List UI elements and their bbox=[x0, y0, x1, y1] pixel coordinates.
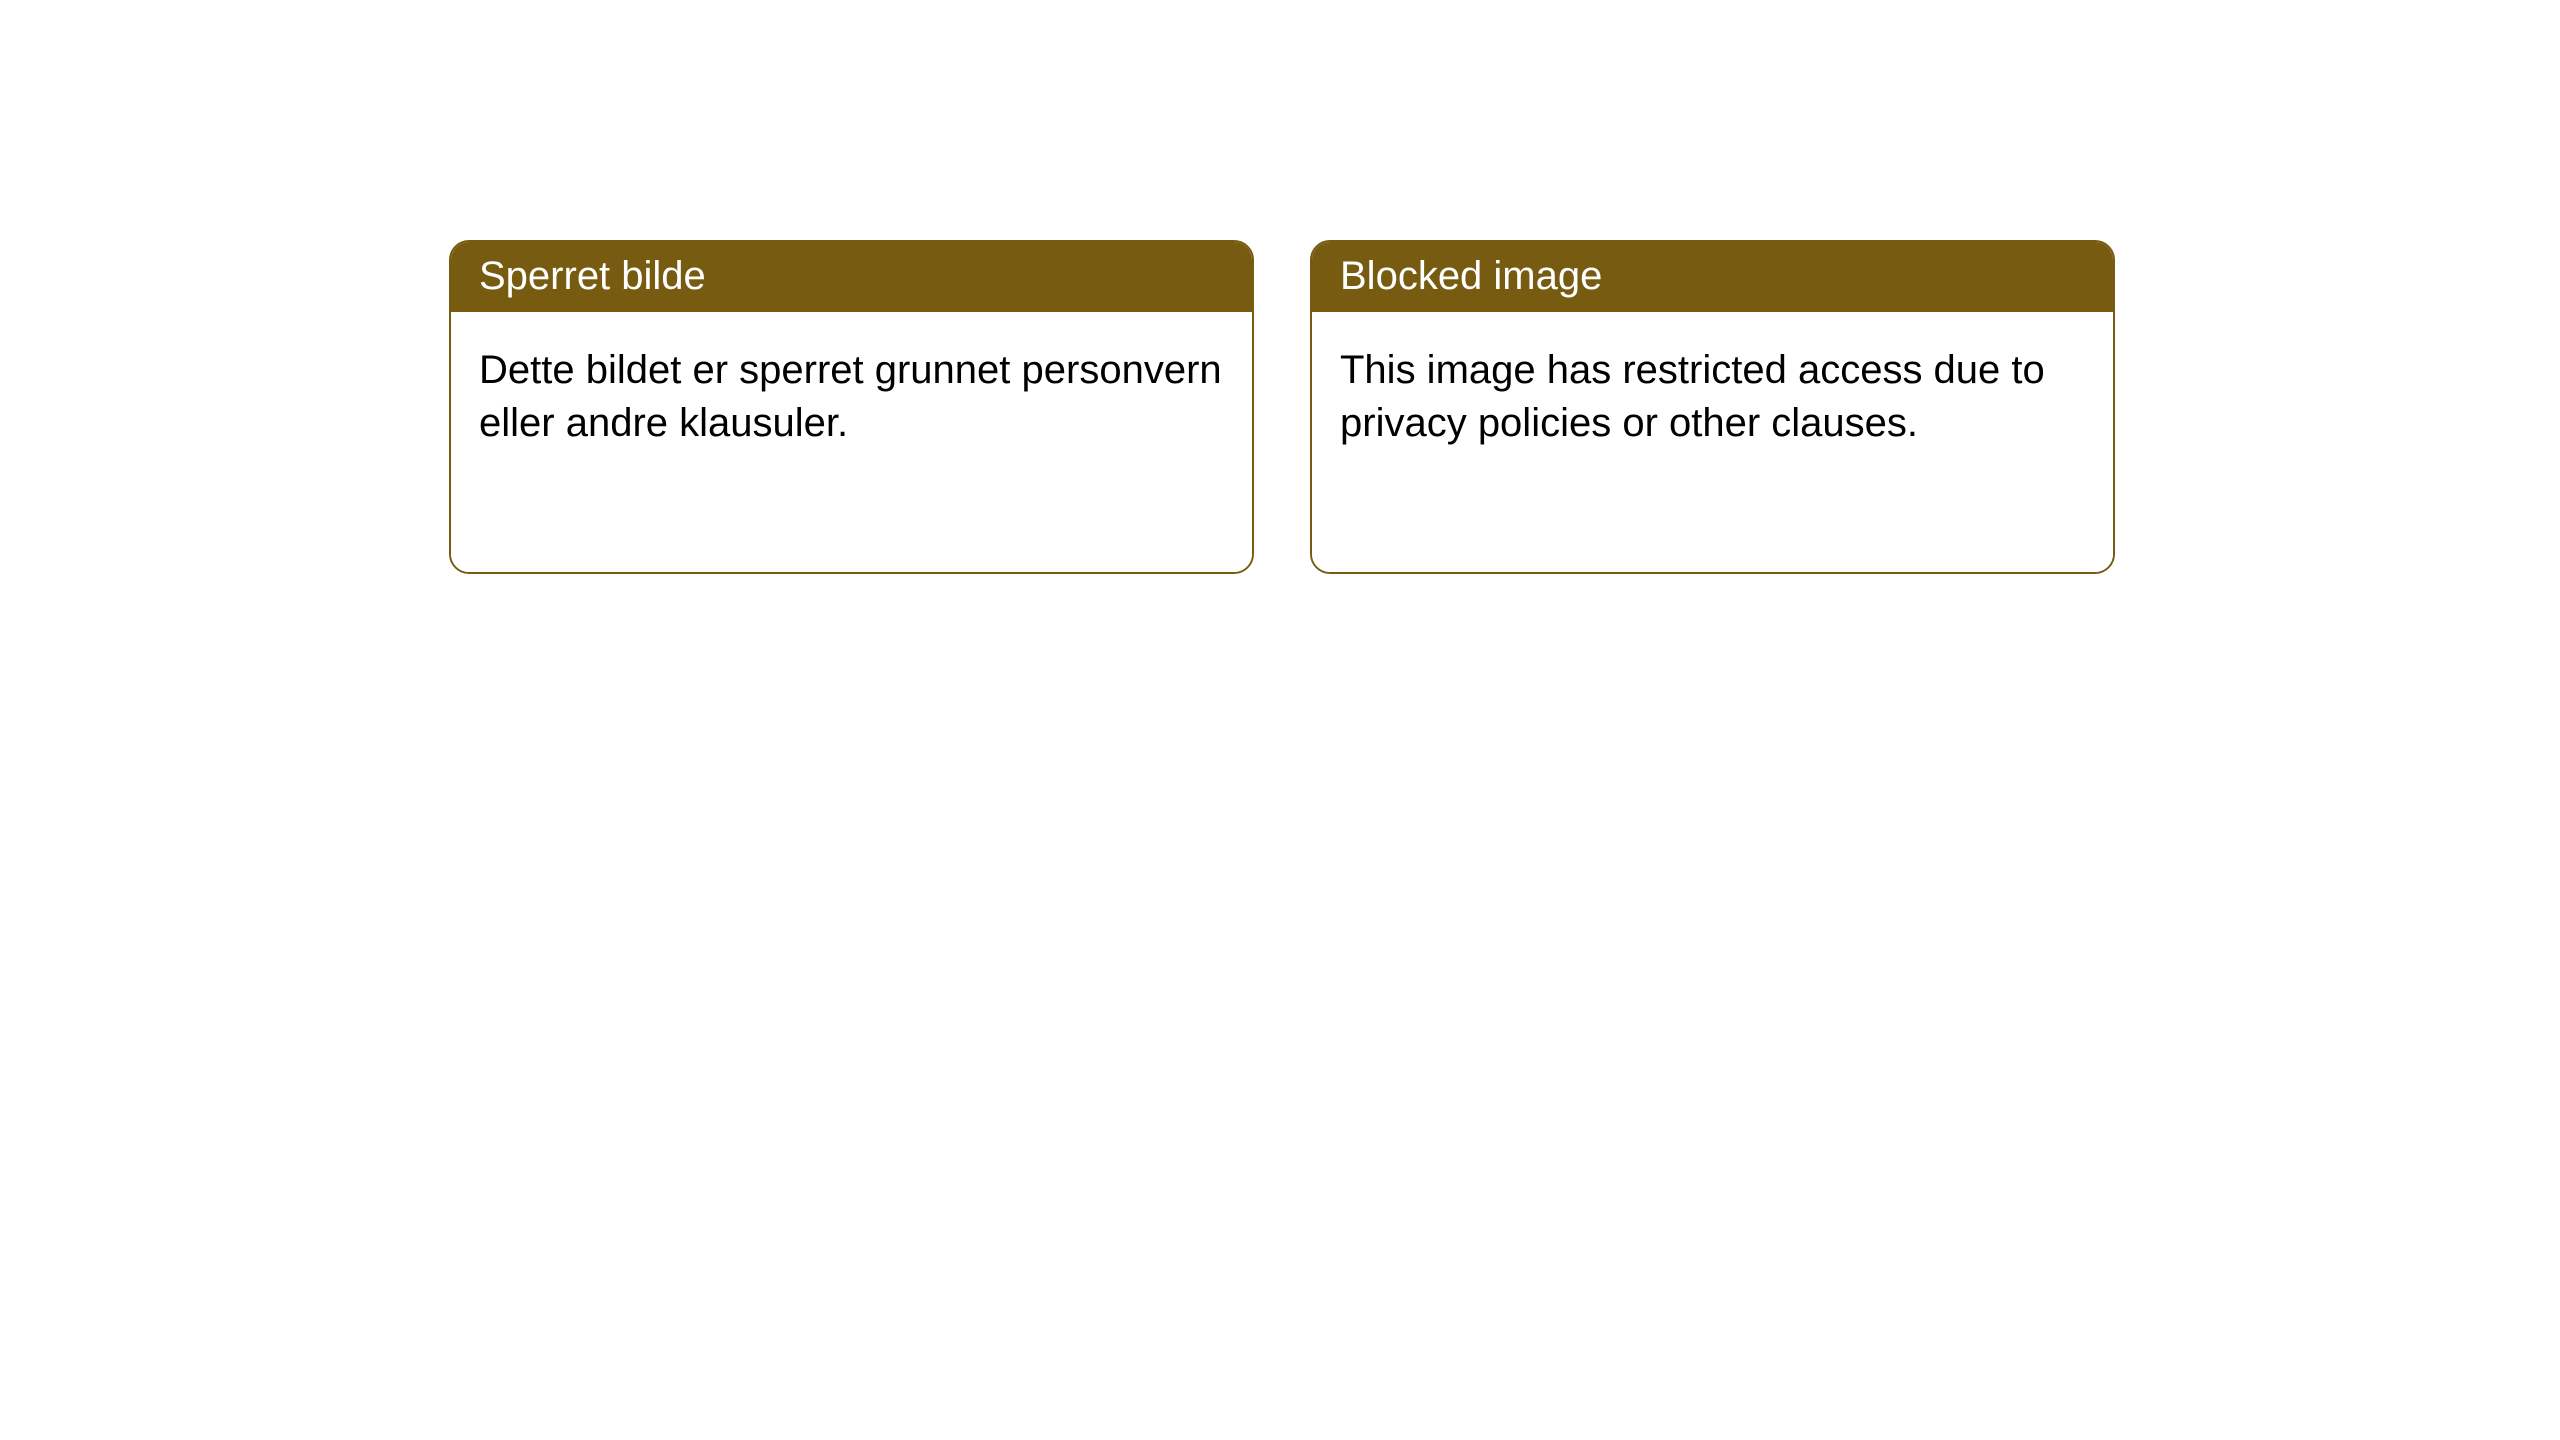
notice-container: Sperret bilde Dette bildet er sperret gr… bbox=[449, 240, 2115, 574]
card-body-text: Dette bildet er sperret grunnet personve… bbox=[479, 348, 1222, 445]
card-title: Blocked image bbox=[1340, 254, 1602, 298]
notice-card-norwegian: Sperret bilde Dette bildet er sperret gr… bbox=[449, 240, 1254, 574]
card-body: Dette bildet er sperret grunnet personve… bbox=[451, 312, 1252, 572]
card-body-text: This image has restricted access due to … bbox=[1340, 348, 2045, 445]
card-header: Blocked image bbox=[1312, 242, 2113, 312]
card-header: Sperret bilde bbox=[451, 242, 1252, 312]
card-title: Sperret bilde bbox=[479, 254, 706, 298]
notice-card-english: Blocked image This image has restricted … bbox=[1310, 240, 2115, 574]
card-body: This image has restricted access due to … bbox=[1312, 312, 2113, 572]
